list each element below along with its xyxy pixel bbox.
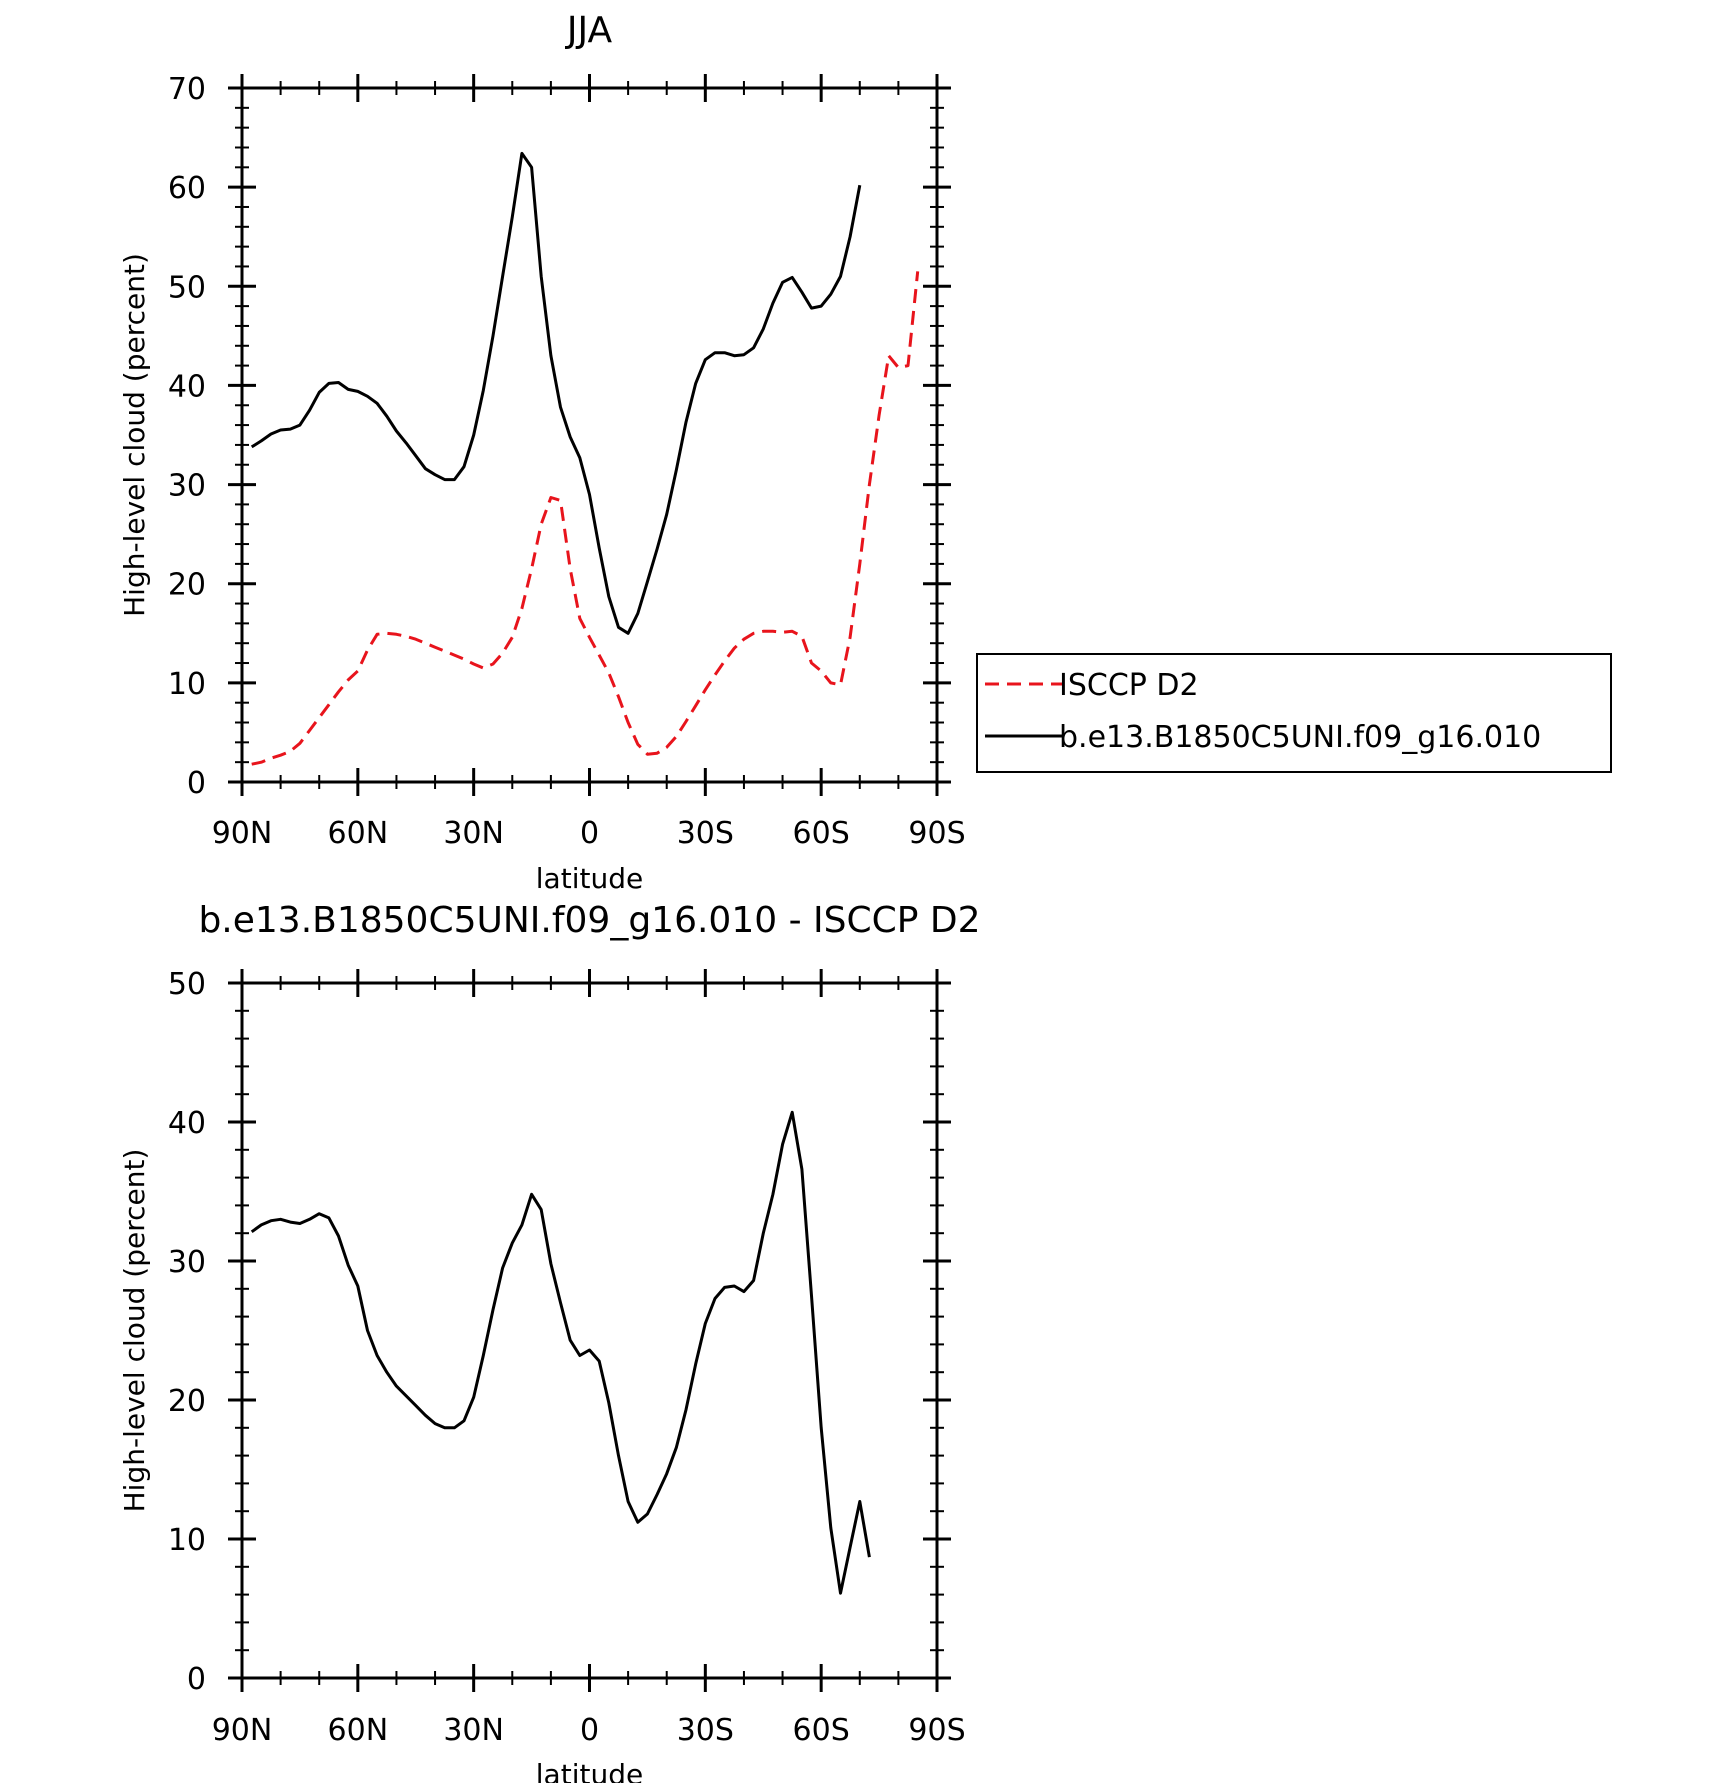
legend-entry-label: ISCCP D2 [1059,668,1199,703]
x-tick-label: 0 [580,816,599,851]
y-tick-label: 0 [187,1662,206,1697]
series-line-0 [250,1110,871,1595]
y-tick-label: 40 [168,1106,206,1141]
y-tick-label: 10 [168,667,206,702]
y-axis-label: High-level cloud (percent) [118,1149,151,1513]
y-tick-label: 20 [168,568,206,603]
y-tick-label: 30 [168,1245,206,1280]
x-tick-label: 30N [443,816,504,851]
y-tick-label: 60 [168,171,206,206]
chart-title: b.e13.B1850C5UNI.f09_g16.010 - ISCCP D2 [198,900,980,941]
x-tick-label: 90N [212,1713,273,1748]
y-tick-label: 10 [168,1523,206,1558]
chart-top-jja: JJA 0 10 20 30 40 50 60 70 90N 60N 30N 0 30S 60S 90S lat… [118,10,1612,895]
y-tick-label: 50 [168,270,206,305]
y-tick-label: 70 [168,72,206,107]
y-tick-label: 0 [187,766,206,801]
x-tick-label: 60S [793,1713,850,1748]
y-tick-label: 40 [168,369,206,404]
y-axis-label: High-level cloud (percent) [118,253,151,617]
chart-bottom-difference: b.e13.B1850C5UNI.f09_g16.010 - ISCCP D2 0… [118,900,981,1783]
x-tick-label: 30N [443,1713,504,1748]
plot-frame [240,86,939,784]
x-tick-label: 60N [328,816,389,851]
plot-frame [240,981,939,1680]
y-tick-label: 50 [168,967,206,1002]
x-tick-label: 60S [793,816,850,851]
chart-title: JJA [565,10,613,51]
x-tick-label: 30S [677,1713,734,1748]
series-line-1 [250,151,862,635]
x-tick-label: 90N [212,816,273,851]
series-line-0 [251,271,920,766]
x-tick-label: 0 [580,1713,599,1748]
x-tick-label: 90S [908,816,965,851]
x-axis-label: latitude [536,1758,643,1783]
legend-box [976,653,1612,773]
y-tick-label: 30 [168,469,206,504]
legend-entry-label: b.e13.B1850C5UNI.f09_g16.010 [1059,720,1541,755]
y-tick-label: 20 [168,1384,206,1419]
x-tick-label: 90S [908,1713,965,1748]
x-tick-label: 30S [677,816,734,851]
x-axis-label: latitude [536,862,643,895]
x-tick-label: 60N [328,1713,389,1748]
